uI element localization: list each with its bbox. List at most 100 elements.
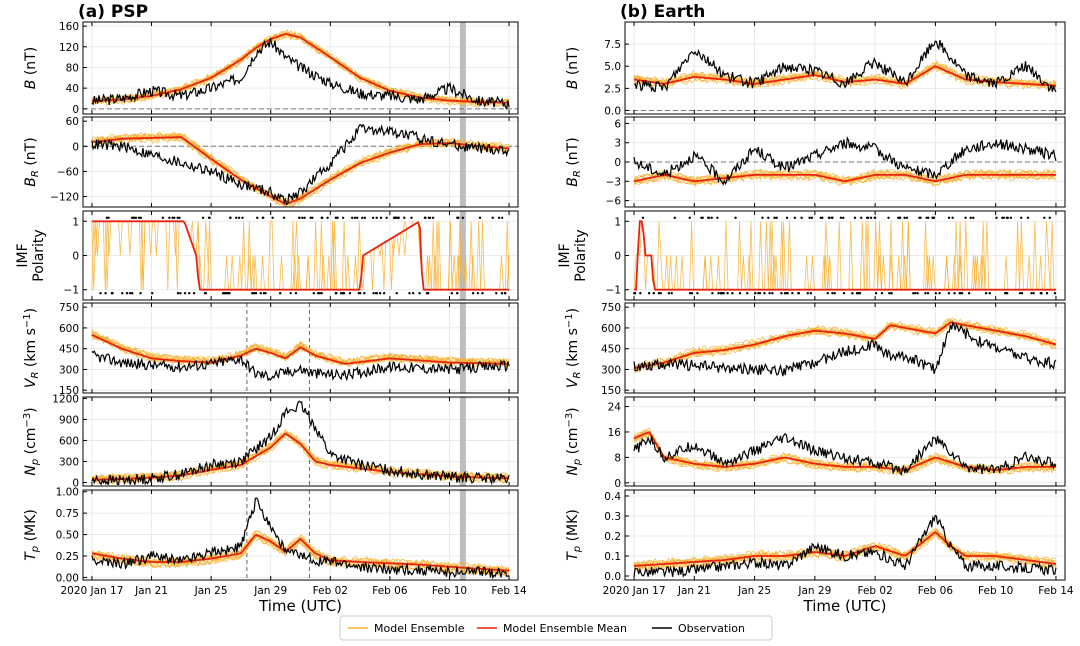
observation-point [934, 292, 937, 295]
observation-point [139, 216, 142, 219]
y-axis-label: Np (cm−3) [564, 407, 583, 475]
observation-point [806, 292, 809, 295]
x-tick-label: Feb 06 [372, 585, 408, 597]
observation-point [874, 292, 878, 295]
y-tick-label: 16 [608, 427, 622, 439]
observation-point [639, 292, 642, 295]
legend-ensemble-label: Model Ensemble [374, 622, 465, 635]
observation-line [91, 497, 510, 580]
observation-point [228, 292, 231, 295]
observation-point [761, 216, 764, 219]
axes-frame [624, 302, 1066, 394]
observation-point [192, 292, 196, 295]
observation-point [931, 216, 934, 219]
observation-point [339, 292, 343, 295]
x-tick-label: Jan 29 [253, 585, 287, 597]
observation-point [947, 292, 951, 295]
observation-point [953, 292, 956, 295]
observation-point [204, 292, 207, 295]
observation-point [134, 216, 138, 219]
observation-point [139, 292, 142, 295]
observation-point [851, 292, 854, 295]
y-tick-label: −3 [606, 176, 621, 188]
x-axis-label: Time (UTC) [258, 597, 342, 615]
observation-point [734, 216, 737, 219]
y-tick-label: 24 [608, 402, 622, 414]
x-tick-label: Jan 29 [797, 585, 831, 597]
shaded-band [459, 303, 466, 393]
x-tick-label: Feb 14 [491, 585, 527, 597]
y-axis-label: BR (nT) [23, 137, 41, 186]
observation-line [633, 39, 1057, 93]
observation-point [423, 216, 427, 219]
observation-point [738, 292, 742, 295]
y-axis-label: Polarity [31, 229, 47, 281]
x-tick-label: Jan 25 [737, 585, 771, 597]
observation-point [207, 216, 211, 219]
axes-frame [624, 396, 1066, 487]
observation-point [229, 216, 232, 219]
observation-point [394, 216, 398, 219]
observation-point [251, 292, 254, 295]
observation-point [903, 216, 906, 219]
observation-point [320, 292, 323, 295]
observation-point [821, 216, 824, 219]
observation-point [183, 292, 187, 295]
y-tick-label: 3 [614, 138, 621, 150]
y-tick-label: 160 [59, 21, 79, 33]
y-tick-label: 0 [614, 251, 621, 263]
x-axis-label: Time (UTC) [803, 597, 887, 615]
y-tick-label: 8 [614, 452, 621, 464]
observation-point [261, 216, 265, 219]
observation-point [457, 216, 460, 219]
observation-point [673, 216, 676, 219]
subplot-0-0: 0 40 80 120 160 B (nT) [23, 21, 519, 116]
shaded-band [459, 117, 466, 207]
panel-title-0: (a) PSP [78, 2, 148, 22]
observation-point [1020, 292, 1024, 295]
y-axis-label: BR (nT) [565, 137, 583, 186]
ensemble-member-line [633, 59, 1057, 84]
observation-point [808, 216, 811, 219]
observation-point [1030, 292, 1033, 295]
observation-point [768, 292, 771, 295]
panel-title-1: (b) Earth [620, 2, 705, 22]
observation-point [104, 292, 107, 295]
observation-point [372, 292, 375, 295]
observation-point [342, 292, 346, 295]
observation-point [256, 216, 259, 219]
y-tick-label: 1 [72, 216, 79, 228]
ensemble-mean-line [91, 220, 510, 291]
observation-point [311, 216, 314, 219]
observation-point [254, 292, 258, 295]
observation-point [395, 292, 398, 295]
y-tick-label: −60 [57, 166, 79, 178]
observation-point [773, 216, 776, 219]
y-tick-label: 1200 [52, 393, 79, 405]
observation-point [121, 292, 124, 295]
observation-point [461, 216, 465, 219]
observation-point [137, 216, 141, 219]
x-tick-label: Feb 10 [978, 585, 1013, 597]
observation-point [853, 216, 857, 219]
observation-point [1045, 292, 1049, 295]
observation-point [262, 292, 266, 295]
observation-point [984, 292, 988, 295]
observation-point [501, 216, 504, 219]
observation-point [1043, 216, 1046, 219]
x-tick-label: Feb 14 [1038, 585, 1074, 597]
observation-point [793, 216, 797, 219]
y-tick-label: 0.0 [604, 105, 621, 117]
observation-line [633, 321, 1057, 377]
y-axis-label: IMF [15, 243, 31, 267]
legend-box [339, 615, 773, 641]
observation-point [1032, 292, 1035, 295]
observation-point [690, 292, 694, 295]
observation-point [298, 216, 301, 219]
ensemble-member-line [633, 528, 1057, 565]
y-tick-label: 0.75 [56, 508, 79, 520]
observation-line [91, 123, 510, 206]
observation-point [235, 216, 238, 219]
observation-point [341, 216, 345, 219]
